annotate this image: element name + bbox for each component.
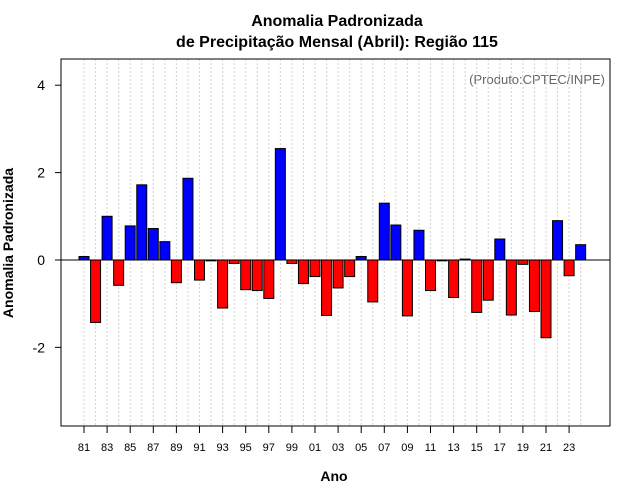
bar-18: [505, 259, 517, 316]
plot-frame: [60, 58, 611, 427]
ytick-label: 0: [37, 252, 45, 268]
xtick-label: 23: [563, 442, 575, 454]
bar-05: [355, 255, 367, 261]
bar-06: [367, 259, 379, 303]
bar-10: [413, 229, 425, 261]
bar-88: [159, 241, 171, 261]
xtick-label: 03: [332, 442, 344, 454]
bar-94: [228, 259, 240, 264]
bar-90: [182, 177, 194, 261]
bar-13: [448, 259, 460, 299]
xtick-label: 21: [540, 442, 552, 454]
bar-93: [217, 259, 229, 309]
x-axis: 81 83 85 87 89 91 93 95 97 99 01 03 05 07 09 11 13 15 17 19…: [78, 426, 575, 454]
bar-89: [170, 259, 182, 284]
xtick-label: 11: [425, 442, 436, 454]
bar-01: [309, 259, 321, 278]
bar-00: [297, 259, 309, 285]
ytick-label: 4: [37, 77, 45, 93]
bar-12: [436, 259, 448, 262]
xtick-label: 01: [309, 442, 321, 454]
bar-09: [401, 259, 413, 317]
xtick-label: 07: [378, 442, 390, 454]
credit-label: (Produto:CPTEC/INPE): [469, 72, 605, 87]
xtick-label: 83: [101, 442, 113, 454]
ytick-label: -2: [33, 339, 46, 355]
bar-17: [494, 238, 506, 261]
bar-86: [136, 184, 148, 261]
bar-02: [321, 259, 333, 316]
xtick-label: 19: [517, 442, 529, 454]
xtick-label: 13: [447, 442, 459, 454]
bar-19: [517, 259, 529, 265]
xtick-label: 93: [216, 442, 228, 454]
bar-04: [344, 259, 356, 278]
xtick-label: 17: [494, 442, 506, 454]
xtick-label: 05: [355, 442, 367, 454]
bar-92: [205, 259, 217, 262]
y-axis: -2 0 2 4: [33, 77, 61, 355]
bar-99: [286, 259, 298, 264]
vertical-gridlines: [83, 59, 582, 426]
bar-95: [240, 259, 252, 291]
bar-11: [425, 259, 436, 292]
bar-07: [378, 202, 390, 261]
chart-subtitle: de Precipitação Mensal (Abril): Região 1…: [176, 34, 498, 51]
bar-85: [124, 225, 136, 261]
bar-84: [113, 259, 125, 286]
bar-16: [482, 259, 494, 301]
xtick-label: 15: [471, 442, 483, 454]
bar-21: [540, 259, 552, 339]
xtick-label: 87: [147, 442, 159, 454]
bars: [78, 148, 587, 339]
bar-14: [459, 258, 471, 261]
y-axis-label: Anomalia Padronizada: [0, 168, 16, 318]
xtick-label: 85: [124, 442, 136, 454]
bar-83: [101, 215, 113, 261]
bar-03: [332, 259, 344, 289]
bar-96: [251, 259, 263, 292]
xtick-label: 09: [401, 442, 413, 454]
bar-97: [263, 259, 275, 299]
bar-82: [90, 259, 102, 323]
xtick-label: 99: [286, 442, 298, 454]
bar-15: [471, 259, 483, 313]
x-axis-label: Ano: [320, 468, 347, 484]
xtick-label: 89: [170, 442, 182, 454]
xtick-label: 91: [193, 442, 205, 454]
bar-81: [78, 255, 90, 261]
chart-title: Anomalia Padronizada: [251, 13, 423, 30]
bar-23: [563, 259, 575, 277]
bar-08: [390, 224, 402, 261]
ytick-label: 2: [37, 165, 45, 181]
bar-22: [552, 220, 564, 261]
xtick-label: 81: [78, 442, 90, 454]
xtick-label: 95: [240, 442, 252, 454]
bar-91: [194, 259, 205, 281]
bar-20: [528, 259, 540, 313]
xtick-label: 97: [263, 442, 275, 454]
bar-24: [575, 244, 587, 261]
bar-98: [274, 148, 286, 261]
bar-87: [147, 228, 159, 261]
